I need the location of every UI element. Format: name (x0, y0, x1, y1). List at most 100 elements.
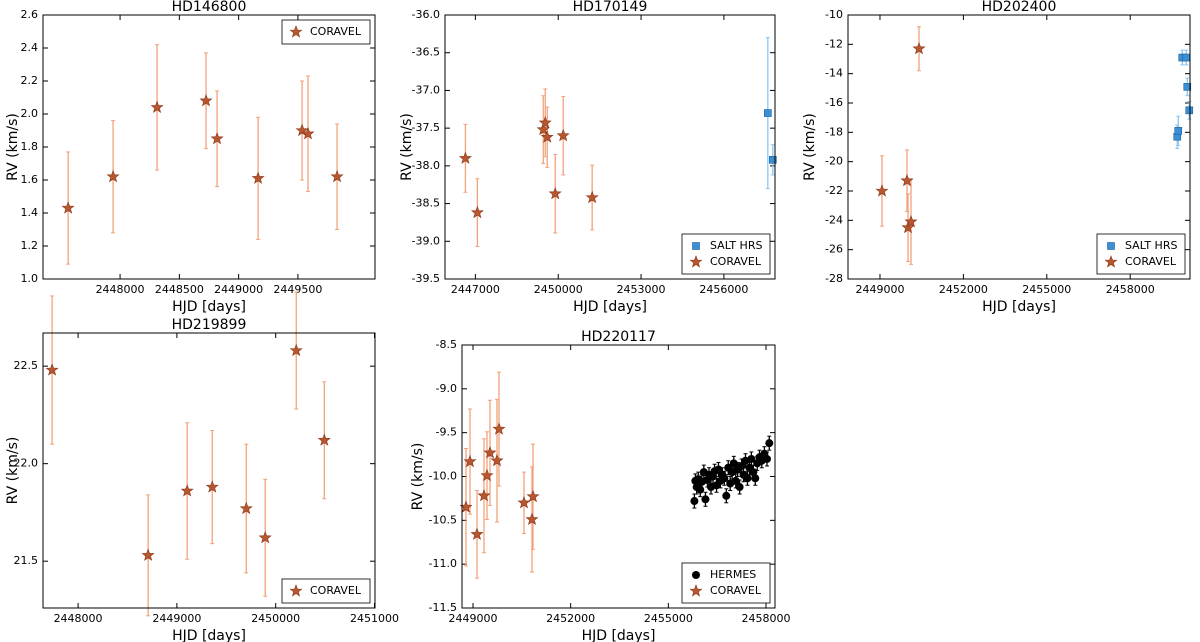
star-marker (492, 422, 506, 435)
circle-marker (749, 468, 758, 477)
x-tick-label: 2458000 (742, 612, 791, 625)
legend-label: SALT HRS (710, 239, 762, 252)
star-marker (205, 480, 219, 493)
x-tick-label: 2450000 (251, 612, 300, 625)
star-marker (330, 169, 344, 183)
x-tick-label: 2449000 (214, 283, 263, 296)
star-marker (317, 433, 331, 446)
circle-marker (747, 454, 756, 463)
star-marker (556, 128, 570, 142)
legend-box (681, 562, 771, 604)
y-tick-label: -24 (825, 213, 843, 226)
x-tick-label: 2453000 (617, 283, 666, 296)
y-axis-label: RV (km/s) (399, 113, 415, 181)
y-tick-label: -36.5 (412, 46, 440, 59)
plot-frame (847, 14, 1191, 280)
circle-marker (696, 485, 705, 494)
circle-marker (735, 483, 744, 492)
panel: HD170149 HJD [days] RV (km/s) 2447000 245000… (399, 0, 777, 315)
y-tick-label: 2.4 (21, 41, 39, 54)
star-marker (251, 171, 265, 184)
circle-marker (690, 497, 699, 506)
star-marker (689, 584, 703, 597)
star-marker (463, 454, 477, 468)
plot-frame (42, 332, 376, 609)
x-tick-label: 2450000 (534, 283, 583, 296)
x-tick-label: 2449500 (273, 283, 322, 296)
y-tick-label: -10.5 (429, 513, 457, 526)
y-tick-label: -20 (825, 155, 843, 168)
circle-marker (722, 491, 731, 500)
star-marker (904, 214, 918, 228)
y-tick-label: 1.8 (21, 140, 39, 153)
y-tick-label: 21.5 (14, 554, 39, 567)
y-tick-label: 22.5 (14, 359, 39, 372)
star-marker (585, 190, 599, 204)
y-tick-label: -10.0 (429, 470, 457, 483)
y-tick-label: -38.5 (412, 197, 440, 210)
square-marker (1107, 242, 1115, 250)
x-axis-label: HJD [days] (982, 299, 1056, 315)
y-tick-label: 2.2 (21, 74, 39, 87)
x-tick-label: 2455000 (1022, 283, 1071, 296)
x-axis-label: HJD [days] (172, 628, 246, 642)
star-marker (470, 205, 484, 219)
star-marker (141, 548, 155, 561)
y-tick-label: -10 (825, 8, 843, 21)
circle-marker (743, 474, 752, 483)
y-tick-label: 2.0 (21, 107, 39, 120)
x-tick-label: 2448000 (96, 283, 145, 296)
y-axis-label: RV (km/s) (410, 443, 426, 511)
panel: HD220117 HJD [days] RV (km/s) 2449000 245200… (410, 329, 791, 642)
star-marker (180, 484, 194, 497)
y-tick-label: -11.0 (429, 557, 457, 570)
x-tick-label: 2452000 (939, 283, 988, 296)
y-tick-label: -11.5 (429, 601, 457, 614)
star-marker (1104, 255, 1118, 268)
y-tick-label: -38.0 (412, 159, 440, 172)
star-marker (900, 173, 914, 187)
y-tick-label: -16 (825, 96, 843, 109)
y-tick-label: 22.0 (14, 457, 39, 470)
circle-marker (720, 474, 729, 483)
x-axis-label: HJD [days] (582, 628, 656, 642)
star-marker (526, 489, 540, 503)
y-tick-label: -36.0 (412, 8, 440, 21)
panel-title: HD220117 (581, 329, 656, 345)
star-marker (470, 527, 484, 540)
star-marker (490, 453, 504, 467)
plot-frame (461, 344, 776, 609)
x-tick-label: 2449000 (152, 612, 201, 625)
square-marker (1183, 83, 1192, 91)
square-marker (769, 156, 777, 164)
x-axis-label: HJD [days] (573, 299, 647, 315)
y-tick-label: -22 (825, 184, 843, 197)
panel-title: HD202400 (982, 0, 1057, 15)
x-axis-label: HJD [days] (172, 299, 246, 315)
star-marker (548, 186, 562, 200)
star-marker (517, 495, 531, 509)
y-tick-label: -39.5 (412, 272, 440, 285)
panel: HD219899 HJD [days] RV (km/s) 2448000 244900… (5, 291, 399, 642)
x-tick-label: 2449000 (855, 283, 904, 296)
y-tick-label: 1.4 (21, 206, 39, 219)
panel: HD146800 HJD [days] RV (km/s) 2448000 244850… (5, 0, 376, 315)
x-tick-label: 2448000 (54, 612, 103, 625)
plot-frame (42, 14, 376, 280)
circle-marker (765, 439, 774, 448)
y-tick-label: -26 (825, 243, 843, 256)
star-marker (477, 488, 491, 502)
star-marker (45, 363, 59, 376)
star-marker (689, 255, 703, 268)
star-marker (289, 584, 303, 597)
x-tick-label: 2458000 (1106, 283, 1155, 296)
star-marker (912, 41, 926, 55)
circle-marker (701, 495, 710, 504)
square-marker (692, 242, 700, 250)
y-tick-label: 2.6 (21, 8, 39, 21)
x-tick-label: 2452000 (546, 612, 595, 625)
star-marker (536, 122, 550, 136)
star-marker (210, 131, 224, 145)
x-tick-label: 2455000 (644, 612, 693, 625)
